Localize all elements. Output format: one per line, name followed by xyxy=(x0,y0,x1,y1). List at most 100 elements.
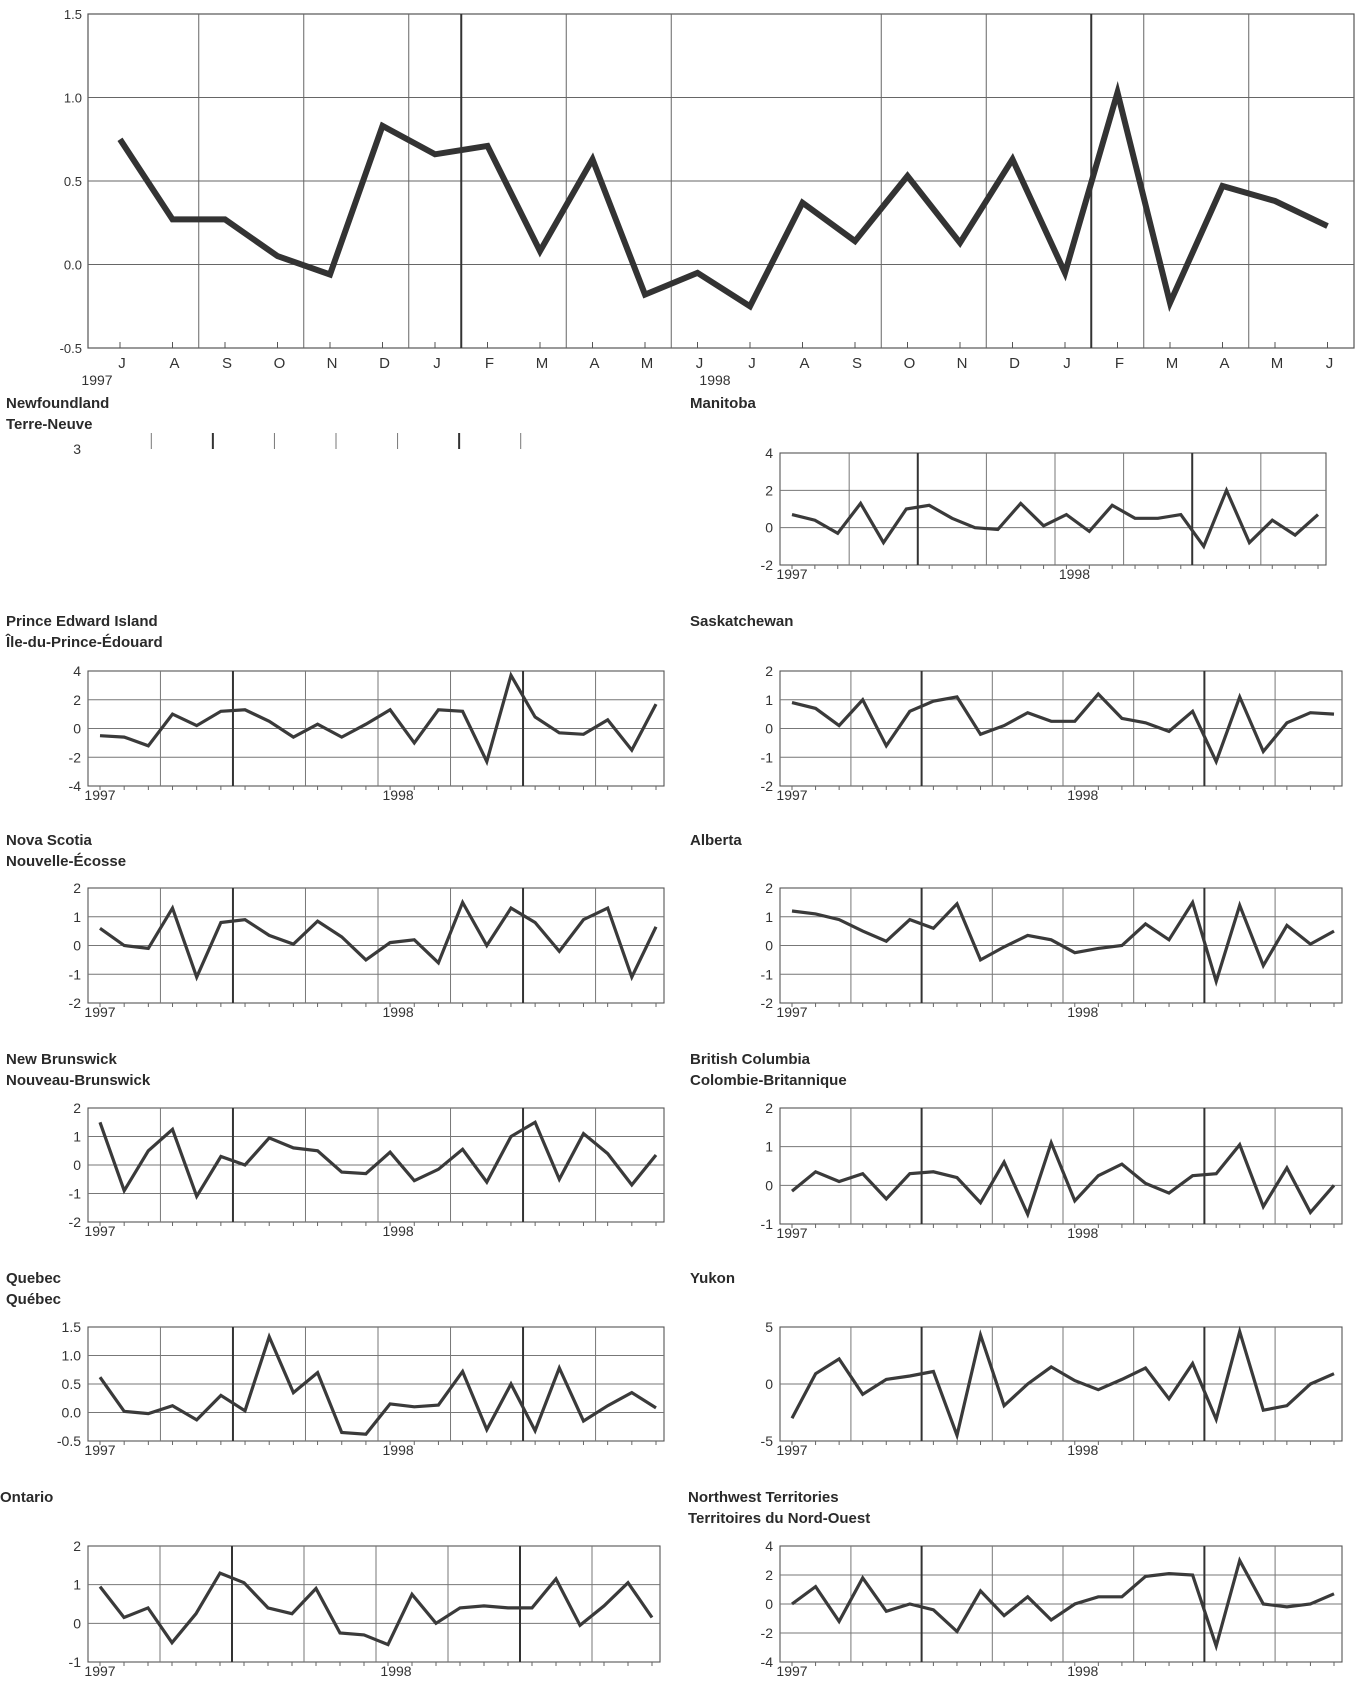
year-label: 1998 xyxy=(1067,1004,1098,1020)
y-tick-label: -1 xyxy=(761,966,774,982)
series-line xyxy=(791,486,1320,550)
panel-prince-edward-island: Prince Edward Island Île-du-Prince-Édouar… xyxy=(6,611,674,811)
panel-title: Newfoundland Terre-Neuve xyxy=(6,395,110,433)
year-label: 1997 xyxy=(776,1225,807,1241)
y-tick-label: -0.5 xyxy=(57,1433,81,1449)
year-label: 1998 xyxy=(383,1223,414,1239)
y-tick-label: 0 xyxy=(765,721,773,737)
y-tick-label: -2 xyxy=(69,995,82,1011)
y-tick-label: -1 xyxy=(69,1654,82,1670)
y-tick-label: 2 xyxy=(765,482,773,498)
series-line xyxy=(791,1556,1335,1652)
y-tick-label: -2 xyxy=(69,1214,82,1230)
y-tick-label: -2 xyxy=(761,995,774,1011)
y-tick-label: 0.0 xyxy=(64,258,82,273)
alberta-chart: -2 -1 0 1 2 1997 1998 xyxy=(761,880,1343,1020)
y-tick-label: 0 xyxy=(765,938,773,954)
panel-quebec: Quebec Québec -0.5 0.0 0.5 1.0 1.5 1997 1998 xyxy=(6,1268,674,1468)
x-tick-label: J xyxy=(433,355,441,372)
y-tick-label: 0 xyxy=(765,1596,773,1612)
plot-frame xyxy=(87,1545,661,1663)
plot-frame xyxy=(779,452,1327,566)
year-label: 1997 xyxy=(776,1004,807,1020)
y-tick-label: 2 xyxy=(73,692,81,708)
year-label: 1998 xyxy=(1067,1442,1098,1458)
y-tick-label: 0.0 xyxy=(62,1405,82,1421)
year-label: 1998 xyxy=(699,372,730,388)
y-tick-label: -5 xyxy=(761,1433,774,1449)
prince-edward-island-chart: -4 -2 0 2 4 1997 1998 xyxy=(69,663,665,803)
northwest-territories-chart: -4 -2 0 2 4 1997 1998 xyxy=(761,1538,1343,1679)
panel-british-columbia: British Columbia Colombie-Britannique -1 0… xyxy=(690,1049,1358,1249)
y-tick-label: -1 xyxy=(69,966,82,982)
y-tick-label: 2 xyxy=(73,880,81,896)
panel-northwest-territories: Northwest Territories Territoires du Nord… xyxy=(688,1487,1358,1683)
x-tick-label: S xyxy=(222,355,232,372)
year-label: 1998 xyxy=(380,1663,411,1679)
x-tick-label: M xyxy=(641,355,654,372)
y-tick-label: 0.5 xyxy=(62,1376,82,1392)
y-tick-label: 1.5 xyxy=(62,1319,82,1335)
saskatchewan-chart: -2 -1 0 1 2 1997 1998 xyxy=(761,663,1343,803)
x-tick-label: A xyxy=(799,355,809,372)
y-tick-label: 5 xyxy=(765,1319,773,1335)
x-tick-label: J xyxy=(1063,355,1071,372)
y-tick-label: 4 xyxy=(73,663,81,679)
y-tick-label: 2 xyxy=(73,1100,81,1116)
x-tick-label: D xyxy=(1009,355,1020,372)
year-label: 1997 xyxy=(81,372,112,388)
year-label: 1997 xyxy=(84,1442,115,1458)
y-tick-label: 0 xyxy=(765,520,773,536)
panel-ontario: Ontario -1 0 1 2 1997 1998 xyxy=(0,1487,674,1683)
x-tick-label: J xyxy=(696,355,704,372)
series-line xyxy=(99,898,658,982)
x-tick-label: M xyxy=(1166,355,1179,372)
y-tick-label: 2 xyxy=(765,1567,773,1583)
y-tick-label: 0 xyxy=(765,1177,773,1193)
y-tick-label: -0.5 xyxy=(60,341,82,356)
x-tick-label: N xyxy=(327,355,338,372)
x-tick-label: J xyxy=(748,355,756,372)
y-tick-label: 1.0 xyxy=(62,1348,82,1364)
series-line xyxy=(791,898,1335,987)
y-tick-label: -1 xyxy=(69,1186,82,1202)
x-tick-label: A xyxy=(1219,355,1229,372)
year-label: 1997 xyxy=(84,1663,115,1679)
panel-saskatchewan: Saskatchewan -2 -1 0 1 2 1997 1998 xyxy=(690,611,1358,811)
y-tick-label: 0 xyxy=(73,938,81,954)
series-line xyxy=(98,1119,658,1200)
nova-scotia-chart: -2 -1 0 1 2 1997 1998 xyxy=(69,880,665,1020)
year-label: 1997 xyxy=(84,1223,115,1239)
y-tick-label: 1 xyxy=(73,1577,81,1593)
series-line xyxy=(98,1571,654,1647)
year-label: 1997 xyxy=(84,787,115,803)
series-line xyxy=(117,80,1329,313)
panel-title: Northwest Territories Territoires du Nord… xyxy=(688,1489,871,1527)
series-line xyxy=(99,671,658,767)
panel-manitoba: Manitoba -2 0 2 4 1997 1998 xyxy=(690,393,1358,593)
x-tick-label: S xyxy=(852,355,862,372)
year-label: 1998 xyxy=(1067,787,1098,803)
y-tick-label: -2 xyxy=(69,749,82,765)
x-tick-label: N xyxy=(957,355,968,372)
y-tick-label: -1 xyxy=(761,1216,774,1232)
panel-yukon: Yukon -5 0 5 1997 1998 xyxy=(690,1268,1358,1468)
panel-title: British Columbia Colombie-Britannique xyxy=(690,1051,847,1089)
y-tick-label: -2 xyxy=(761,557,774,573)
plot-frame xyxy=(779,1107,1343,1225)
series-line xyxy=(790,1138,1336,1219)
y-tick-label: -2 xyxy=(761,1625,774,1641)
panel-new-brunswick: New Brunswick Nouveau-Brunswick -2 -1 0 1 2 19… xyxy=(6,1049,674,1249)
yukon-chart: -5 0 5 1997 1998 xyxy=(761,1319,1343,1458)
y-tick-label: -2 xyxy=(761,778,774,794)
x-tick-label: D xyxy=(379,355,390,372)
year-label: 1998 xyxy=(1067,1663,1098,1679)
year-label: 1997 xyxy=(776,787,807,803)
y-tick-label: 2 xyxy=(765,663,773,679)
x-tick-label: O xyxy=(904,355,916,372)
year-label: 1998 xyxy=(383,1004,414,1020)
year-label: 1998 xyxy=(1059,566,1090,582)
series-line xyxy=(790,1325,1335,1441)
y-tick-label: 2 xyxy=(73,1538,81,1554)
